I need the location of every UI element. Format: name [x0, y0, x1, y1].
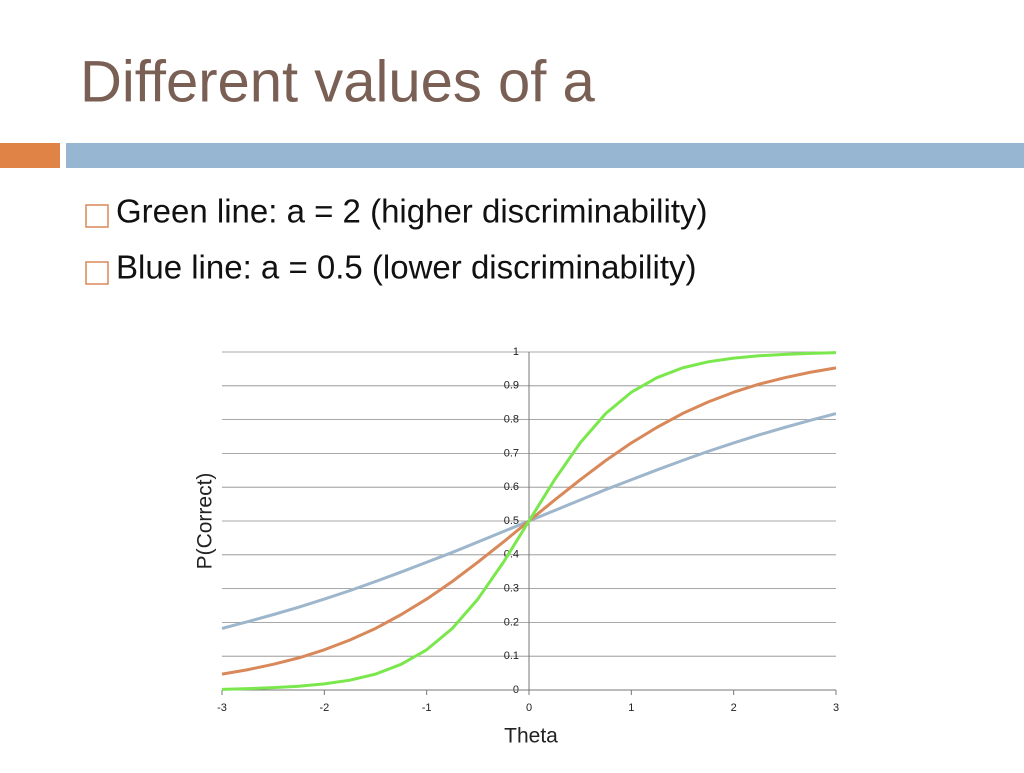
y-axis-label: P(Correct)	[194, 473, 217, 570]
x-tick-label: 3	[833, 702, 839, 714]
x-tick-label: -2	[319, 702, 329, 714]
y-tick-label: 0.5	[504, 515, 519, 527]
bullet-text: Blue line: a = 0.5 (lower discriminabili…	[116, 249, 696, 286]
y-tick-label: 0.3	[504, 583, 519, 595]
accent-bar	[0, 143, 60, 168]
x-axis-label: Theta	[504, 725, 558, 748]
series-line	[221, 351, 837, 691]
y-tick-label: 0.9	[504, 380, 519, 392]
header-bar	[66, 143, 1024, 168]
bullet-icon	[85, 204, 109, 228]
bullet-text: Green line: a = 2 (higher discriminabili…	[116, 193, 708, 230]
chart: 00.10.20.30.40.50.60.70.80.91-3 -2 -1 0 1 2 3T…	[194, 346, 840, 748]
x-tick-label: 1	[628, 702, 634, 714]
bullet-icon	[85, 261, 109, 285]
x-tick-label: -1	[422, 702, 432, 714]
y-tick-label: 0.6	[504, 481, 519, 493]
slide-title: Different values of a	[80, 49, 596, 114]
x-tick-label: 2	[731, 702, 737, 714]
y-tick-label: 1	[513, 346, 519, 358]
y-tick-label: 0.2	[504, 616, 519, 628]
x-tick-label: 0	[526, 702, 532, 714]
x-tick-label: -3	[217, 702, 227, 714]
y-tick-label: 0.8	[504, 414, 519, 426]
y-tick-label: 0.7	[504, 447, 519, 459]
y-tick-label: 0.1	[504, 650, 519, 662]
